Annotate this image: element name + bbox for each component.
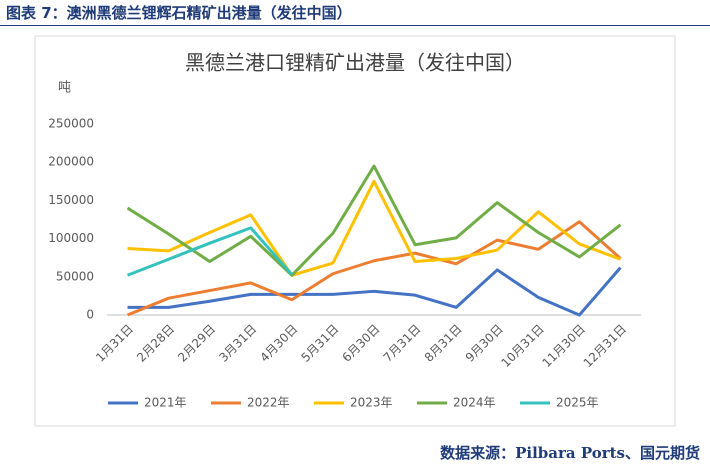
y-tick-label: 200000 xyxy=(48,155,94,169)
series-line xyxy=(126,226,293,277)
legend-label: 2024年 xyxy=(453,396,496,410)
series-line xyxy=(126,164,622,277)
series-line xyxy=(127,266,622,317)
y-tick-label: 100000 xyxy=(48,231,94,245)
y-tick-label: 0 xyxy=(86,308,94,322)
legend-label: 2021年 xyxy=(144,396,187,410)
y-axis-label: 吨 xyxy=(58,81,71,96)
source: 数据来源：Pilbara Ports、国元期货 xyxy=(440,444,700,462)
y-tick-label: 250000 xyxy=(48,117,94,131)
rule xyxy=(0,25,710,26)
series-line xyxy=(127,179,621,277)
chart-title: 黑德兰港口锂精矿出港量（发往中国） xyxy=(185,51,525,75)
legend-label: 2022年 xyxy=(247,396,290,410)
chart-frame xyxy=(34,35,676,427)
series-line xyxy=(126,220,622,317)
legend-label: 2023年 xyxy=(350,396,393,410)
y-tick-label: 150000 xyxy=(48,193,94,207)
legend-label: 2025年 xyxy=(556,396,599,410)
y-tick-label: 50000 xyxy=(56,269,94,283)
figure-caption: 图表 7：澳洲黑德兰锂辉石精矿出港量（发往中国） xyxy=(6,4,352,22)
